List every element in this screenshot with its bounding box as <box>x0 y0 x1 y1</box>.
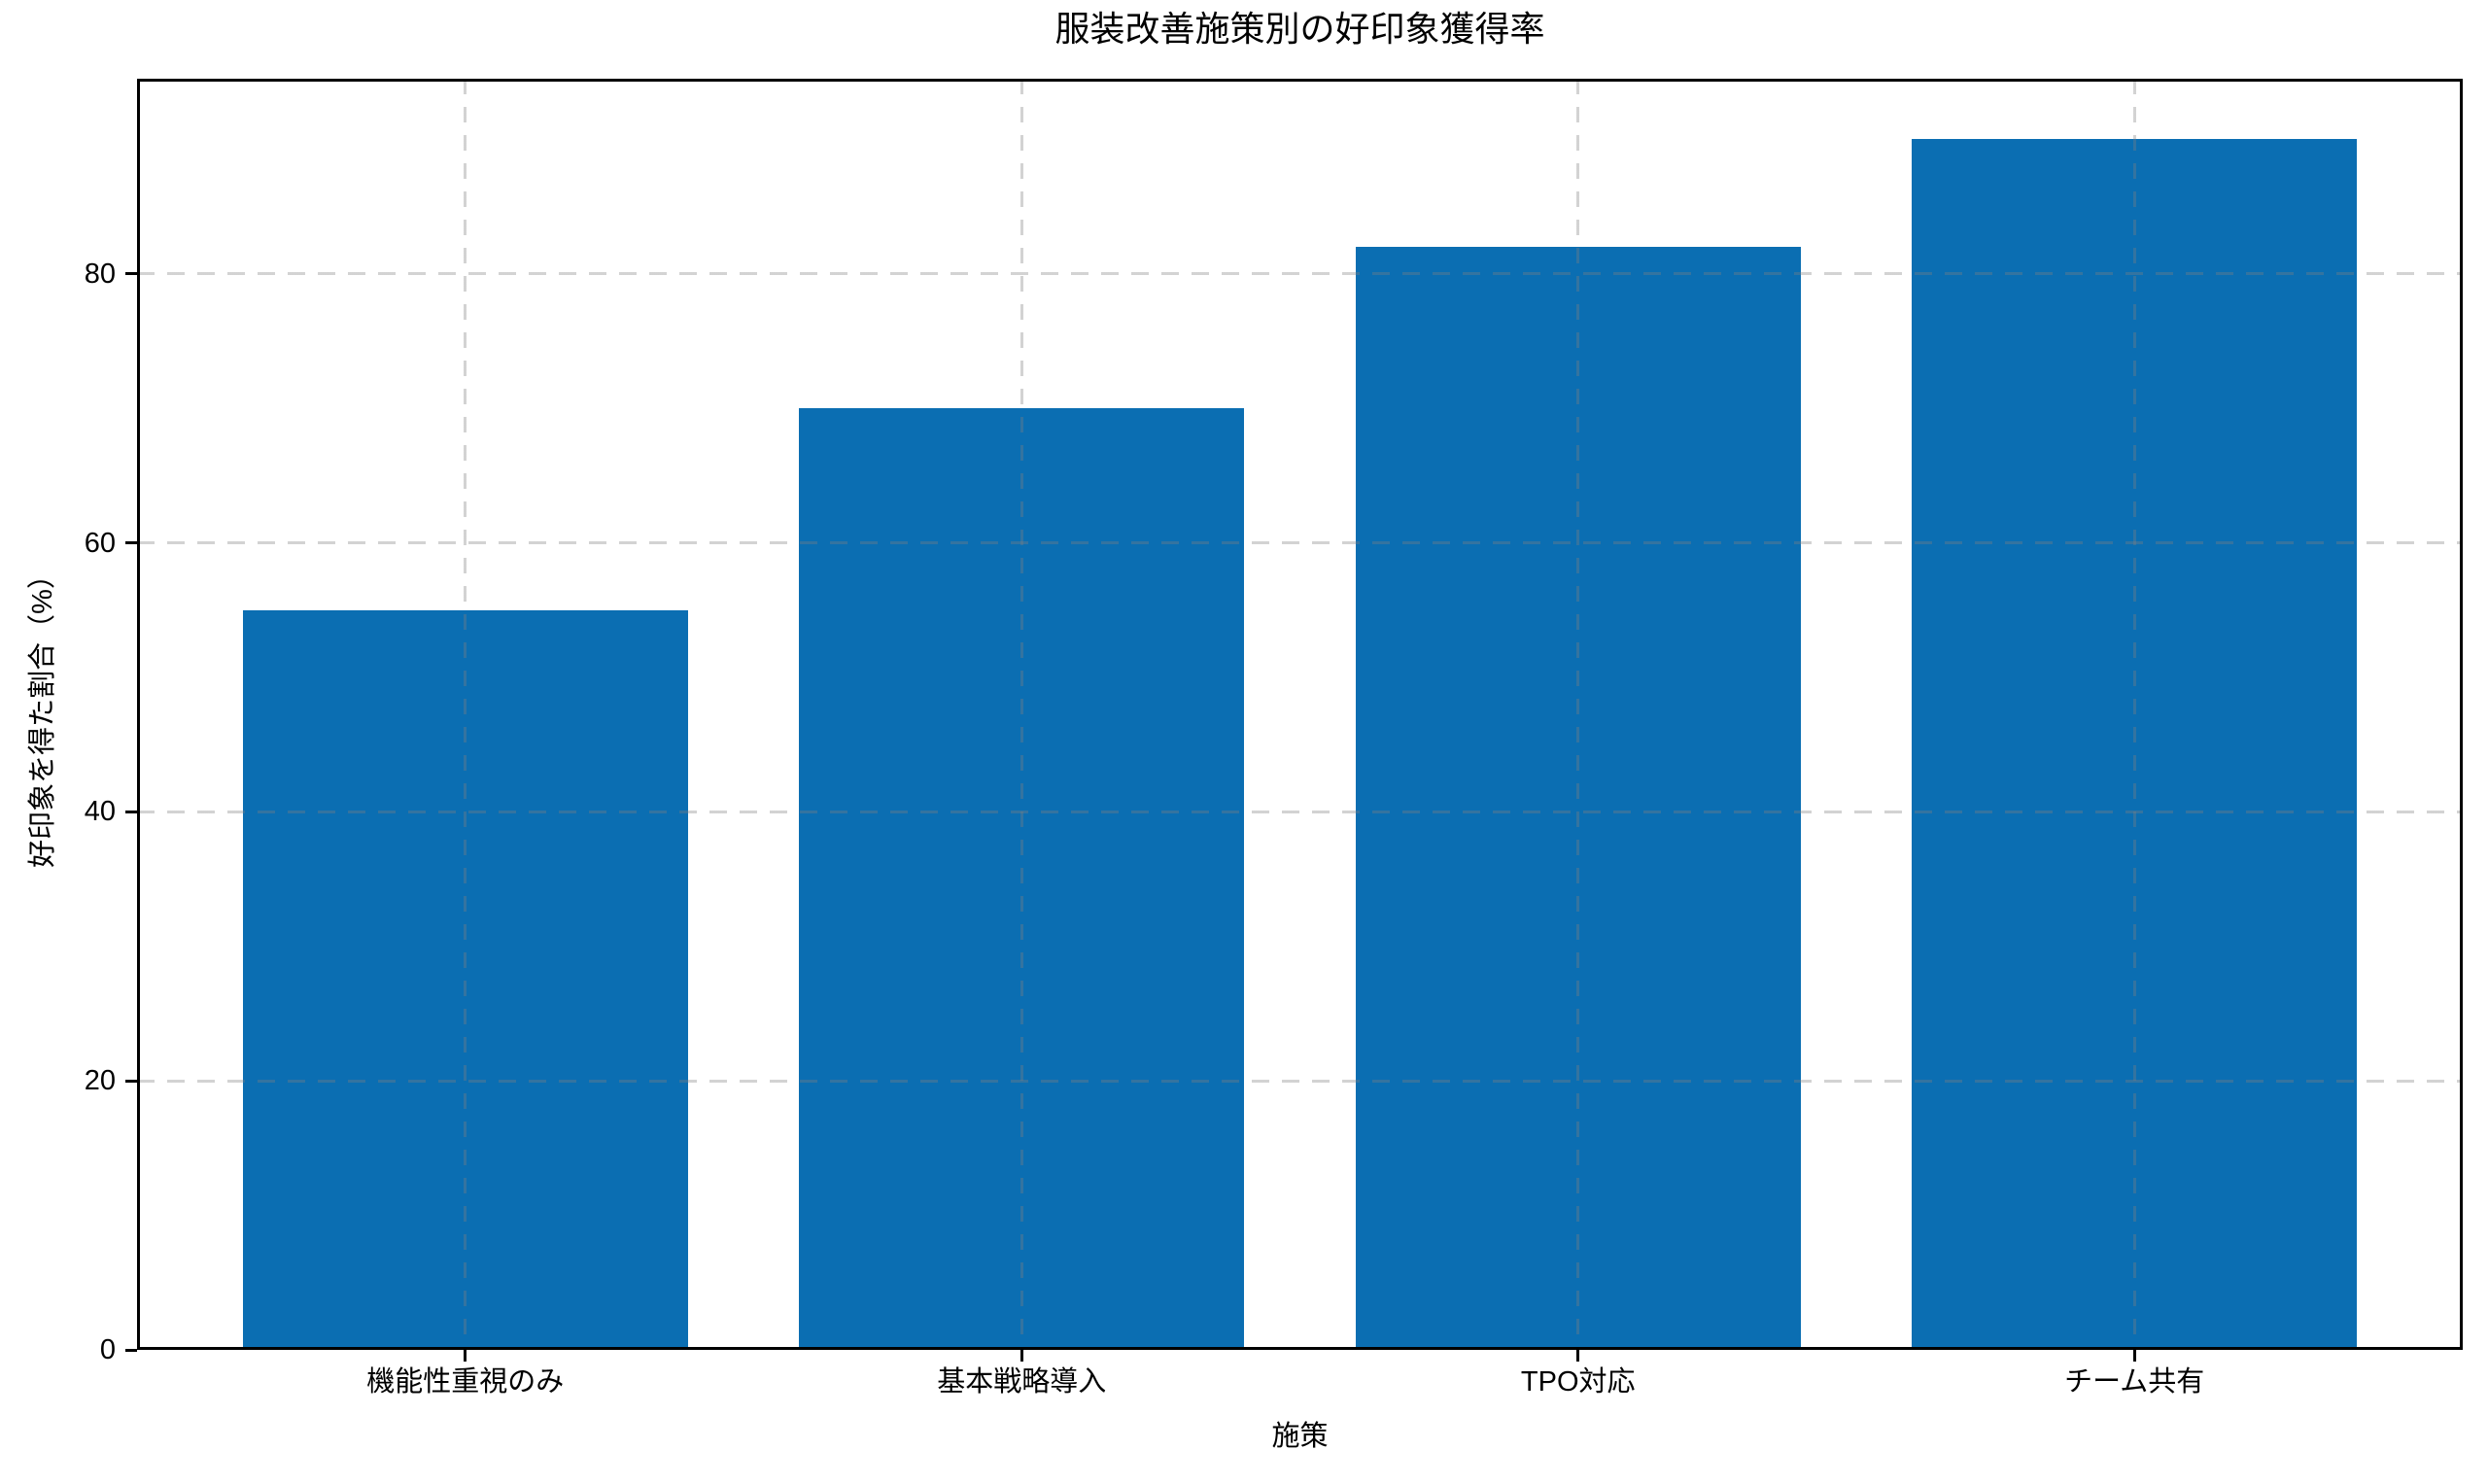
y-gridline-40 <box>137 810 2463 813</box>
y-tick-mark-40 <box>125 810 137 813</box>
x-gridline-機能性重視のみ <box>464 79 467 1350</box>
x-tick-mark-基本戦略導入 <box>1019 1350 1023 1362</box>
y-tick-mark-60 <box>125 541 137 545</box>
y-tick-mark-0 <box>125 1348 137 1352</box>
bar-チーム共有 <box>1912 139 2358 1350</box>
x-tick-mark-TPO対応 <box>1576 1350 1580 1362</box>
bar-TPO対応 <box>1355 247 1801 1350</box>
x-gridline-TPO対応 <box>1576 79 1580 1350</box>
x-tick-label-TPO対応: TPO対応 <box>1520 1366 1636 1398</box>
x-tick-label-機能性重視のみ: 機能性重視のみ <box>366 1366 565 1398</box>
y-tick-label-0: 0 <box>99 1334 116 1365</box>
x-tick-label-チーム共有: チーム共有 <box>2064 1366 2205 1398</box>
y-gridline-80 <box>137 272 2463 276</box>
x-gridline-チーム共有 <box>2132 79 2136 1350</box>
y-tick-mark-20 <box>125 1079 137 1083</box>
x-tick-mark-チーム共有 <box>2132 1350 2136 1362</box>
y-tick-mark-80 <box>125 272 137 276</box>
y-tick-label-40: 40 <box>84 796 116 828</box>
x-tick-label-基本戦略導入: 基本戦略導入 <box>937 1366 1107 1398</box>
y-gridline-20 <box>137 1079 2463 1083</box>
x-tick-mark-機能性重視のみ <box>464 1350 467 1362</box>
chart-title: 服装改善施策別の好印象獲得率 <box>1054 9 1545 49</box>
bar-基本戦略導入 <box>799 408 1245 1350</box>
y-tick-label-20: 20 <box>84 1065 116 1097</box>
y-tick-label-60: 60 <box>84 527 116 559</box>
plot-area <box>137 79 2463 1350</box>
y-gridline-60 <box>137 541 2463 545</box>
x-gridline-基本戦略導入 <box>1019 79 1023 1350</box>
y-tick-label-80: 80 <box>84 258 116 290</box>
x-axis-label: 施策 <box>1271 1421 1329 1452</box>
bar-機能性重視のみ <box>242 609 688 1350</box>
